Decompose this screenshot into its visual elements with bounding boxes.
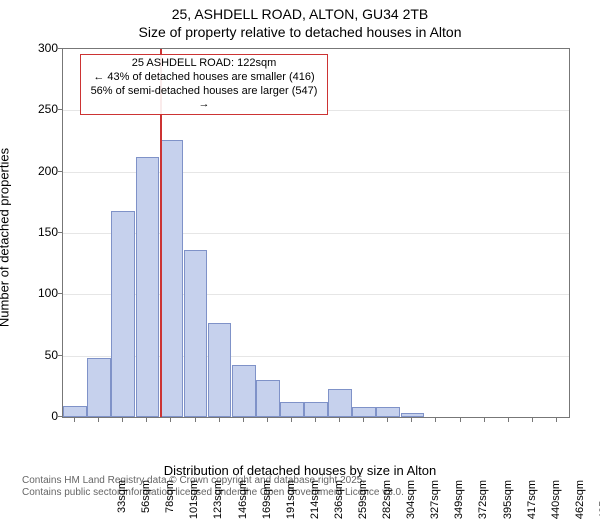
xtick-label: 349sqm	[453, 480, 465, 530]
xtick-mark	[98, 418, 99, 422]
title-line1: 25, ASHDELL ROAD, ALTON, GU34 2TB	[0, 6, 600, 22]
xtick-mark	[291, 418, 292, 422]
histogram-bar	[376, 407, 400, 417]
xtick-mark	[74, 418, 75, 422]
chart-container: 25, ASHDELL ROAD, ALTON, GU34 2TB Size o…	[0, 0, 600, 500]
xtick-label: 78sqm	[164, 480, 176, 530]
ytick-mark	[58, 416, 62, 417]
xtick-mark	[460, 418, 461, 422]
title-block: 25, ASHDELL ROAD, ALTON, GU34 2TB Size o…	[0, 6, 600, 40]
ytick-label: 50	[18, 348, 58, 362]
histogram-bar	[232, 365, 256, 417]
xtick-mark	[484, 418, 485, 422]
xtick-label: 259sqm	[357, 480, 369, 530]
callout-line1: 25 ASHDELL ROAD: 122sqm	[85, 57, 323, 71]
xtick-mark	[508, 418, 509, 422]
ytick-mark	[58, 171, 62, 172]
histogram-bar	[352, 407, 376, 417]
xtick-mark	[243, 418, 244, 422]
xtick-label: 440sqm	[550, 480, 562, 530]
histogram-bar	[184, 250, 208, 417]
title-line2: Size of property relative to detached ho…	[0, 24, 600, 40]
histogram-bar	[304, 402, 328, 417]
xtick-mark	[146, 418, 147, 422]
callout-line2: ← 43% of detached houses are smaller (41…	[85, 71, 323, 85]
xtick-label: 304sqm	[405, 480, 417, 530]
ytick-label: 100	[18, 286, 58, 300]
ytick-mark	[58, 48, 62, 49]
xtick-mark	[219, 418, 220, 422]
xtick-label: 101sqm	[188, 480, 200, 530]
callout-box: 25 ASHDELL ROAD: 122sqm ← 43% of detache…	[80, 54, 328, 115]
ytick-mark	[58, 232, 62, 233]
xtick-mark	[122, 418, 123, 422]
xtick-label: 191sqm	[285, 480, 297, 530]
histogram-bar	[280, 402, 304, 417]
ytick-mark	[58, 109, 62, 110]
callout-line3: 56% of semi-detached houses are larger (…	[85, 85, 323, 113]
histogram-bar	[111, 211, 135, 417]
xtick-mark	[411, 418, 412, 422]
xtick-mark	[532, 418, 533, 422]
xtick-mark	[556, 418, 557, 422]
xtick-mark	[195, 418, 196, 422]
xtick-label: 146sqm	[237, 480, 249, 530]
xtick-mark	[435, 418, 436, 422]
xtick-label: 327sqm	[429, 480, 441, 530]
xtick-mark	[170, 418, 171, 422]
histogram-bar	[136, 157, 160, 417]
xtick-mark	[339, 418, 340, 422]
xtick-label: 33sqm	[116, 480, 128, 530]
ytick-label: 150	[18, 225, 58, 239]
histogram-bar	[256, 380, 280, 417]
ytick-mark	[58, 293, 62, 294]
histogram-bar	[87, 358, 111, 417]
ytick-label: 200	[18, 164, 58, 178]
xtick-mark	[387, 418, 388, 422]
xtick-label: 417sqm	[526, 480, 538, 530]
xtick-label: 214sqm	[309, 480, 321, 530]
ytick-label: 0	[18, 409, 58, 423]
histogram-bar	[328, 389, 352, 417]
xtick-label: 462sqm	[574, 480, 586, 530]
ytick-mark	[58, 355, 62, 356]
y-axis-label: Number of detached properties	[0, 148, 12, 327]
xtick-mark	[363, 418, 364, 422]
histogram-bar	[63, 406, 87, 417]
xtick-label: 395sqm	[502, 480, 514, 530]
xtick-label: 236sqm	[333, 480, 345, 530]
xtick-label: 169sqm	[261, 480, 273, 530]
xtick-label: 123sqm	[212, 480, 224, 530]
xtick-label: 56sqm	[140, 480, 152, 530]
histogram-bar	[208, 323, 232, 417]
ytick-label: 250	[18, 102, 58, 116]
histogram-bar	[160, 140, 184, 417]
xtick-mark	[267, 418, 268, 422]
xtick-label: 372sqm	[477, 480, 489, 530]
xtick-label: 282sqm	[381, 480, 393, 530]
histogram-bar	[401, 413, 425, 417]
ytick-label: 300	[18, 41, 58, 55]
xtick-mark	[315, 418, 316, 422]
